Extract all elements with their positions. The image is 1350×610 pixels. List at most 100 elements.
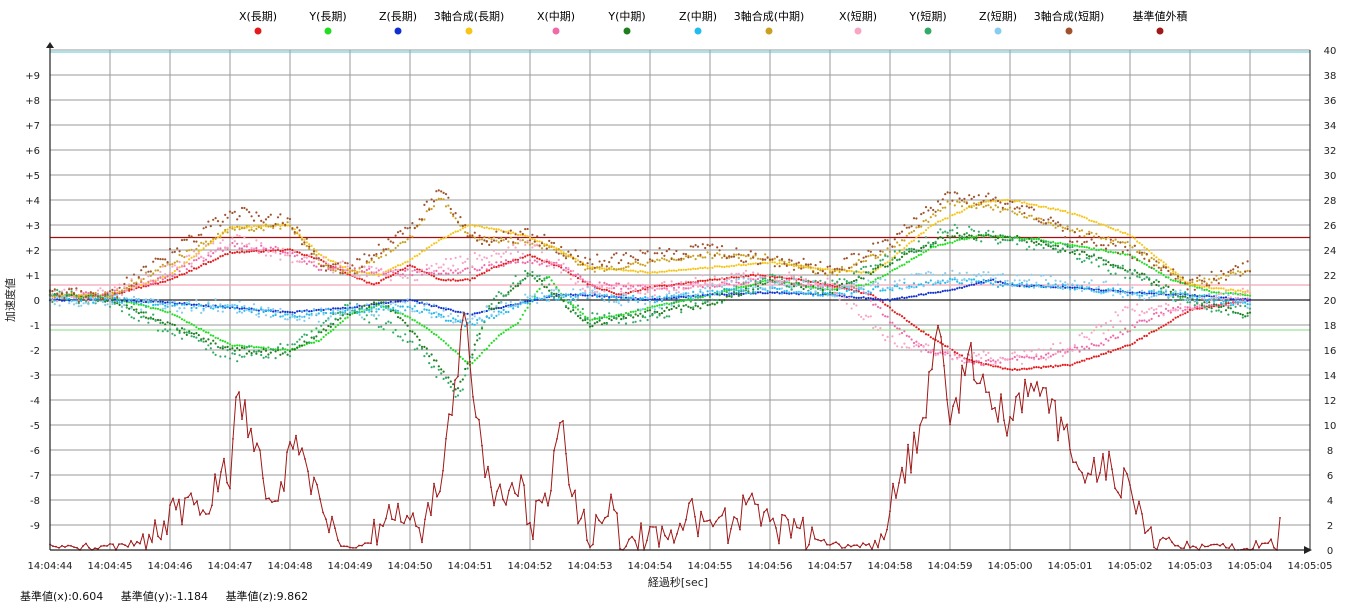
data-point (454, 269, 457, 272)
data-point (668, 303, 671, 306)
data-point (608, 315, 611, 318)
data-point (670, 280, 673, 283)
data-point (459, 255, 462, 258)
series-x短期 (48, 234, 1252, 366)
data-point (608, 312, 611, 315)
data-point (1102, 249, 1105, 252)
data-point (296, 315, 299, 319)
data-point (1248, 311, 1252, 314)
data-point (137, 319, 140, 322)
data-point (240, 344, 244, 347)
data-point (272, 226, 275, 230)
data-point (922, 220, 925, 223)
data-point (992, 208, 995, 211)
data-point (298, 315, 301, 318)
data-point (334, 317, 337, 320)
data-point (836, 273, 839, 277)
legend-marker (1156, 27, 1164, 35)
data-point (728, 277, 731, 280)
data-point (1030, 240, 1033, 243)
data-point (992, 235, 995, 238)
data-point (1107, 236, 1110, 239)
data-point (872, 294, 875, 297)
data-point (975, 280, 978, 283)
data-point (305, 341, 308, 344)
data-point (987, 358, 990, 362)
data-point (360, 270, 364, 273)
data-point (428, 267, 431, 270)
data-point (1198, 278, 1201, 282)
data-point (620, 290, 623, 293)
data-point (699, 296, 702, 299)
data-point (692, 281, 695, 284)
data-point (1200, 294, 1204, 297)
data-point (341, 306, 344, 309)
data-point (1030, 214, 1033, 217)
data-point (449, 308, 452, 311)
data-point (1030, 350, 1033, 353)
data-point (1241, 272, 1244, 276)
data-point (1236, 296, 1240, 299)
data-point (576, 277, 580, 280)
data-point (303, 256, 306, 259)
data-point (423, 345, 426, 348)
data-point (1140, 319, 1144, 322)
data-point (432, 359, 436, 362)
data-point (1229, 291, 1232, 295)
data-point (351, 273, 354, 276)
data-point (660, 257, 664, 260)
data-point (106, 296, 109, 299)
data-point (291, 252, 294, 255)
data-point (1104, 263, 1108, 266)
data-point (279, 224, 282, 228)
data-point (382, 271, 385, 274)
data-point (874, 267, 877, 270)
data-point (615, 296, 618, 300)
data-point (1066, 286, 1069, 289)
data-point (1196, 295, 1199, 298)
data-point (843, 268, 846, 271)
data-point (884, 262, 887, 265)
data-point (406, 264, 409, 268)
data-point (269, 348, 272, 351)
data-point (212, 307, 215, 310)
data-point (1049, 285, 1052, 288)
data-point (598, 319, 601, 322)
data-point (1212, 287, 1216, 290)
data-point (1150, 256, 1153, 260)
data-point (171, 332, 174, 335)
data-point (260, 353, 263, 357)
data-point (243, 345, 246, 348)
data-point (1116, 336, 1120, 339)
data-point (1217, 287, 1220, 290)
data-point (972, 229, 976, 232)
data-point (231, 237, 234, 240)
data-point (329, 325, 332, 328)
data-point (809, 266, 812, 269)
data-point (557, 248, 560, 251)
data-point (243, 245, 246, 248)
data-point (504, 262, 508, 265)
data-point (716, 290, 719, 293)
data-point (425, 352, 428, 355)
data-point (879, 263, 882, 266)
data-point (147, 280, 150, 283)
data-point (620, 287, 623, 290)
data-point (1112, 263, 1115, 266)
data-point (675, 283, 678, 286)
data-point (1186, 282, 1189, 285)
data-point (656, 316, 659, 319)
data-point (1152, 312, 1156, 315)
data-point (1090, 356, 1093, 360)
legend-label: Y(中期) (607, 10, 645, 23)
data-point (370, 271, 373, 274)
data-point (960, 235, 964, 238)
data-point (893, 311, 896, 314)
data-point (999, 366, 1002, 369)
data-point (454, 217, 457, 220)
data-point (377, 308, 380, 311)
data-point (329, 322, 332, 325)
data-point (639, 270, 642, 273)
data-point (908, 320, 911, 323)
